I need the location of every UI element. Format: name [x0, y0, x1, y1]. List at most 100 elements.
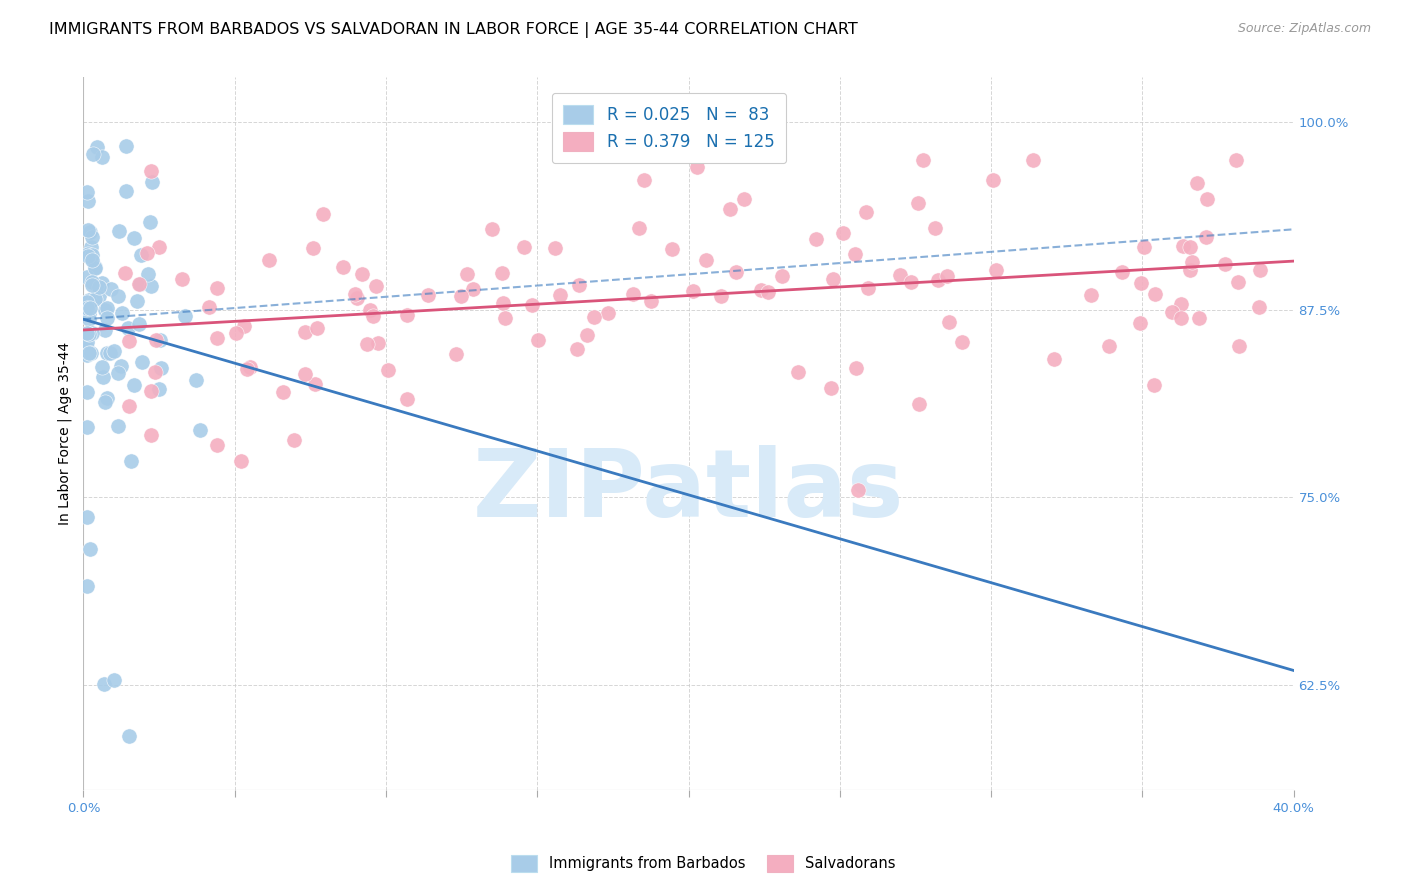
- Point: [724, 265, 747, 279]
- Point: [950, 335, 973, 350]
- Point: [77, 222, 100, 236]
- Text: ZIPatlas: ZIPatlas: [472, 444, 904, 537]
- Point: [1185, 177, 1208, 191]
- Point: [1111, 265, 1133, 279]
- Point: [205, 438, 228, 452]
- Point: [139, 427, 162, 442]
- Point: [79, 225, 101, 239]
- Point: [900, 275, 922, 289]
- Point: [1144, 287, 1167, 301]
- Point: [150, 360, 173, 375]
- Point: [231, 454, 253, 468]
- Text: Source: ZipAtlas.com: Source: ZipAtlas.com: [1237, 22, 1371, 36]
- Point: [456, 267, 478, 281]
- Point: [76, 349, 98, 363]
- Point: [271, 385, 294, 400]
- Point: [76, 509, 98, 524]
- Point: [129, 277, 152, 291]
- Point: [118, 334, 141, 348]
- Point: [844, 247, 866, 261]
- Point: [522, 298, 544, 312]
- Point: [364, 279, 387, 293]
- Point: [98, 345, 121, 359]
- Point: [627, 221, 650, 235]
- Point: [1195, 192, 1218, 206]
- Point: [304, 376, 326, 391]
- Y-axis label: In Labor Force | Age 35-44: In Labor Force | Age 35-44: [58, 342, 72, 525]
- Point: [235, 361, 257, 376]
- Point: [661, 243, 683, 257]
- Point: [118, 729, 141, 743]
- Point: [128, 277, 150, 292]
- Point: [491, 296, 513, 310]
- Point: [1188, 310, 1211, 325]
- Point: [77, 248, 100, 262]
- Point: [76, 301, 98, 315]
- Point: [682, 284, 704, 298]
- Point: [89, 280, 111, 294]
- Point: [96, 346, 118, 360]
- Point: [1226, 276, 1249, 290]
- Point: [145, 333, 167, 347]
- Point: [239, 360, 262, 375]
- Point: [139, 214, 162, 228]
- Point: [446, 347, 468, 361]
- Point: [461, 282, 484, 296]
- Point: [481, 221, 503, 235]
- Point: [927, 273, 949, 287]
- Point: [889, 268, 911, 282]
- Point: [377, 362, 399, 376]
- Point: [758, 285, 780, 299]
- Point: [981, 173, 1004, 187]
- Point: [548, 288, 571, 302]
- Point: [855, 204, 877, 219]
- Point: [87, 288, 110, 302]
- Point: [396, 308, 419, 322]
- Point: [76, 420, 98, 434]
- Point: [76, 341, 98, 355]
- Legend: R = 0.025   N =  83, R = 0.379   N = 125: R = 0.025 N = 83, R = 0.379 N = 125: [551, 93, 786, 163]
- Point: [107, 366, 129, 380]
- Point: [359, 303, 381, 318]
- Point: [136, 267, 159, 281]
- Point: [352, 267, 374, 281]
- Point: [583, 310, 606, 325]
- Point: [79, 293, 101, 308]
- Point: [93, 303, 115, 318]
- Point: [367, 335, 389, 350]
- Point: [76, 194, 98, 208]
- Point: [986, 263, 1008, 277]
- Point: [90, 359, 112, 374]
- Legend: Immigrants from Barbados, Salvadorans: Immigrants from Barbados, Salvadorans: [505, 849, 901, 878]
- Point: [80, 278, 103, 293]
- Point: [908, 397, 931, 411]
- Point: [127, 294, 149, 309]
- Point: [1178, 240, 1201, 254]
- Point: [96, 310, 118, 325]
- Point: [82, 147, 104, 161]
- Point: [91, 150, 114, 164]
- Point: [100, 282, 122, 296]
- Point: [1249, 263, 1271, 277]
- Point: [110, 306, 132, 320]
- Point: [79, 301, 101, 315]
- Point: [568, 277, 591, 292]
- Point: [114, 266, 136, 280]
- Text: IMMIGRANTS FROM BARBADOS VS SALVADORAN IN LABOR FORCE | AGE 35-44 CORRELATION CH: IMMIGRANTS FROM BARBADOS VS SALVADORAN I…: [49, 22, 858, 38]
- Point: [491, 266, 513, 280]
- Point: [332, 260, 354, 275]
- Point: [924, 221, 946, 235]
- Point: [856, 281, 879, 295]
- Point: [1213, 257, 1236, 271]
- Point: [1043, 351, 1066, 366]
- Point: [845, 361, 868, 376]
- Point: [118, 399, 141, 413]
- Point: [103, 344, 125, 359]
- Point: [174, 309, 197, 323]
- Point: [598, 306, 620, 320]
- Point: [115, 138, 138, 153]
- Point: [494, 310, 516, 325]
- Point: [79, 542, 101, 557]
- Point: [621, 286, 644, 301]
- Point: [143, 365, 166, 379]
